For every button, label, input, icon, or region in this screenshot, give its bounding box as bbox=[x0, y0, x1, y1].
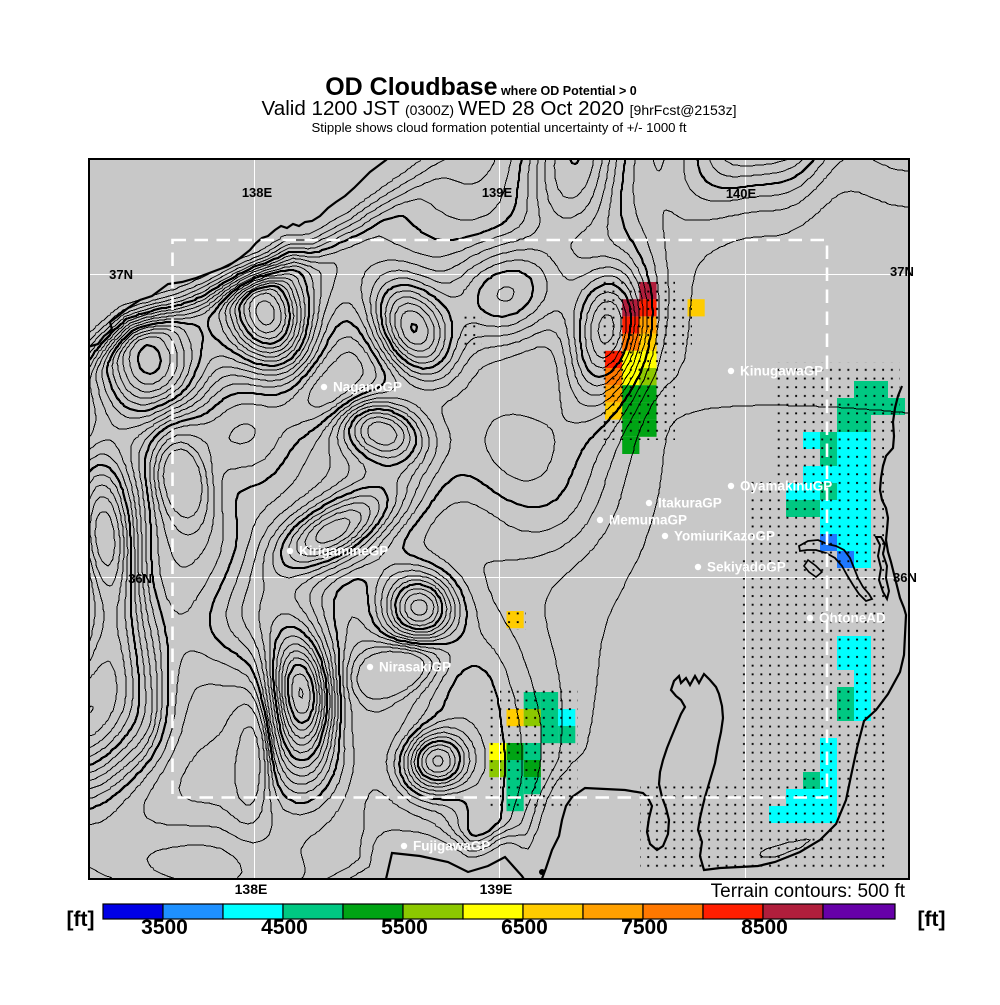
svg-text:8500: 8500 bbox=[741, 916, 788, 939]
svg-text:140E: 140E bbox=[726, 186, 757, 201]
svg-text:139E: 139E bbox=[482, 185, 513, 200]
svg-text:7500: 7500 bbox=[621, 916, 668, 939]
svg-text:Valid 1200 JST (0300Z) WED 28: Valid 1200 JST (0300Z) WED 28 Oct 2020 [… bbox=[262, 97, 737, 120]
svg-text:[ft]: [ft] bbox=[67, 908, 95, 931]
svg-text:NirasakiGP: NirasakiGP bbox=[379, 660, 451, 675]
svg-text:5500: 5500 bbox=[381, 916, 428, 939]
svg-text:Stipple shows cloud formation: Stipple shows cloud formation potential … bbox=[312, 120, 687, 135]
svg-text:MemumaGP: MemumaGP bbox=[609, 513, 687, 528]
svg-text:KinugawaGP: KinugawaGP bbox=[740, 364, 823, 379]
svg-text:NaganoGP: NaganoGP bbox=[333, 380, 402, 395]
svg-text:138E: 138E bbox=[242, 185, 273, 200]
svg-text:139E: 139E bbox=[480, 881, 513, 897]
svg-text:3500: 3500 bbox=[141, 916, 188, 939]
svg-text:OyamakinuGP: OyamakinuGP bbox=[740, 479, 832, 494]
svg-text:[ft]: [ft] bbox=[918, 908, 946, 931]
svg-text:ItakuraGP: ItakuraGP bbox=[658, 496, 722, 511]
svg-text:KirigamineGP: KirigamineGP bbox=[299, 544, 388, 559]
svg-text:36N: 36N bbox=[893, 570, 917, 585]
svg-text:37N: 37N bbox=[109, 267, 133, 282]
svg-text:6500: 6500 bbox=[501, 916, 548, 939]
svg-text:SekiyadoGP: SekiyadoGP bbox=[707, 560, 786, 575]
svg-text:138E: 138E bbox=[235, 881, 268, 897]
svg-text:36N: 36N bbox=[128, 571, 152, 586]
svg-text:FujigawaGP: FujigawaGP bbox=[413, 839, 490, 854]
svg-text:37N: 37N bbox=[890, 264, 914, 279]
svg-text:4500: 4500 bbox=[261, 916, 308, 939]
svg-text:Terrain contours: 500 ft: Terrain contours: 500 ft bbox=[711, 881, 906, 902]
svg-text:YomiuriKazoGP: YomiuriKazoGP bbox=[674, 529, 775, 544]
svg-text:OD Cloudbase where OD Potentia: OD Cloudbase where OD Potential > 0 bbox=[325, 73, 637, 101]
svg-text:OhtoneAD: OhtoneAD bbox=[819, 611, 886, 626]
